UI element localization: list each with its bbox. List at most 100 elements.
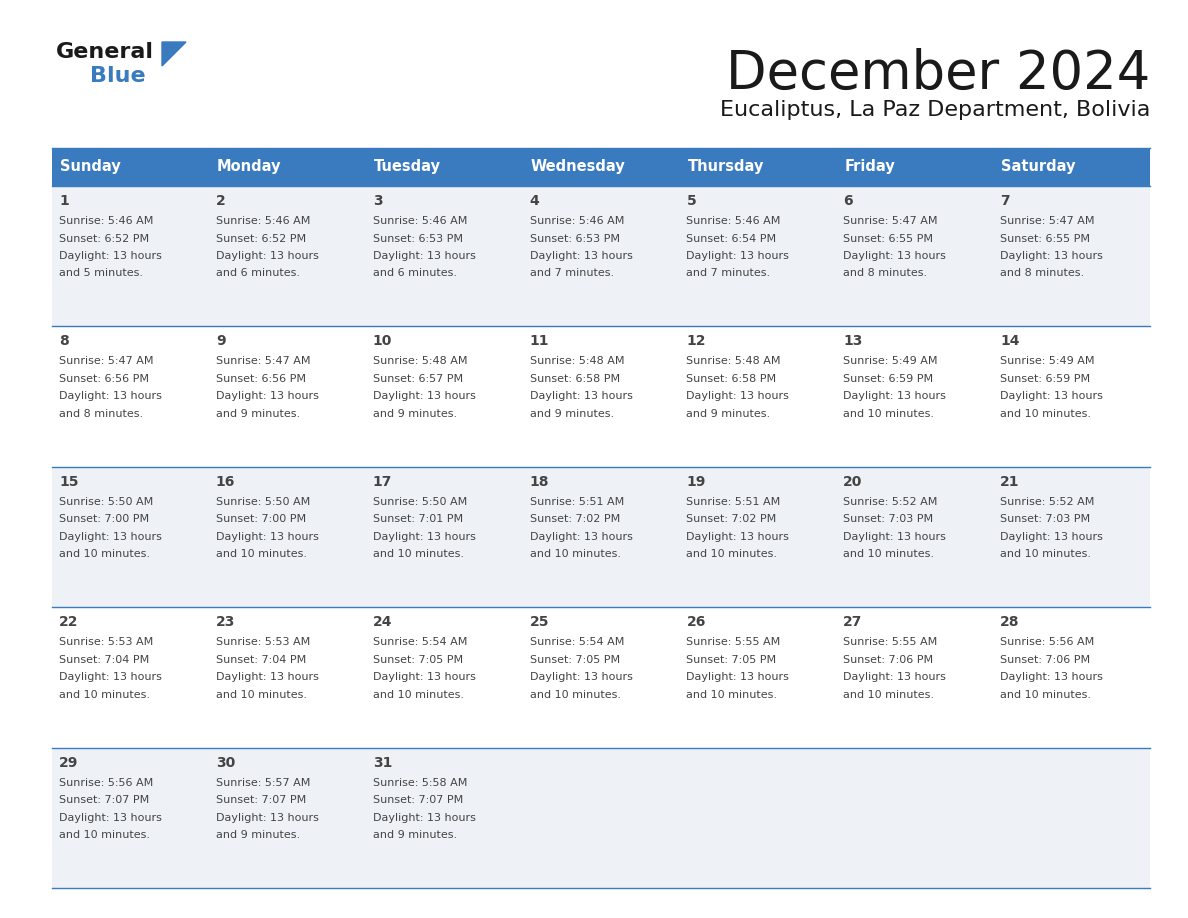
Bar <box>52 466 1150 607</box>
Text: Sunset: 7:07 PM: Sunset: 7:07 PM <box>373 795 463 805</box>
Text: Sunrise: 5:49 AM: Sunrise: 5:49 AM <box>1000 356 1094 366</box>
Text: Sunset: 6:57 PM: Sunset: 6:57 PM <box>373 374 463 384</box>
Text: Monday: Monday <box>217 160 282 174</box>
Text: Sunset: 7:05 PM: Sunset: 7:05 PM <box>687 655 777 665</box>
Text: Sunrise: 5:56 AM: Sunrise: 5:56 AM <box>1000 637 1094 647</box>
Text: and 10 minutes.: and 10 minutes. <box>1000 689 1091 700</box>
Text: 29: 29 <box>59 756 78 769</box>
Text: Sunrise: 5:54 AM: Sunrise: 5:54 AM <box>373 637 467 647</box>
Text: Daylight: 13 hours: Daylight: 13 hours <box>373 812 475 823</box>
Text: Daylight: 13 hours: Daylight: 13 hours <box>843 391 946 401</box>
Text: Sunset: 6:56 PM: Sunset: 6:56 PM <box>59 374 148 384</box>
Text: Eucaliptus, La Paz Department, Bolivia: Eucaliptus, La Paz Department, Bolivia <box>720 100 1150 120</box>
Text: and 10 minutes.: and 10 minutes. <box>843 409 934 419</box>
Text: Saturday: Saturday <box>1001 160 1075 174</box>
Text: 30: 30 <box>216 756 235 769</box>
Bar <box>52 607 1150 747</box>
Text: 6: 6 <box>843 194 853 208</box>
Text: and 10 minutes.: and 10 minutes. <box>59 689 150 700</box>
Text: Sunrise: 5:48 AM: Sunrise: 5:48 AM <box>373 356 467 366</box>
Text: Daylight: 13 hours: Daylight: 13 hours <box>1000 391 1102 401</box>
Text: Sunrise: 5:46 AM: Sunrise: 5:46 AM <box>530 216 624 226</box>
Text: 22: 22 <box>59 615 78 629</box>
Text: and 10 minutes.: and 10 minutes. <box>216 689 307 700</box>
Text: and 10 minutes.: and 10 minutes. <box>373 689 463 700</box>
Text: and 6 minutes.: and 6 minutes. <box>373 268 456 278</box>
Text: Sunset: 6:53 PM: Sunset: 6:53 PM <box>530 233 620 243</box>
Text: Sunrise: 5:48 AM: Sunrise: 5:48 AM <box>687 356 781 366</box>
Text: Sunrise: 5:47 AM: Sunrise: 5:47 AM <box>216 356 310 366</box>
Bar <box>52 186 1150 327</box>
Text: 18: 18 <box>530 475 549 488</box>
Text: Sunrise: 5:46 AM: Sunrise: 5:46 AM <box>687 216 781 226</box>
Text: Sunrise: 5:48 AM: Sunrise: 5:48 AM <box>530 356 624 366</box>
Text: Sunset: 6:59 PM: Sunset: 6:59 PM <box>843 374 934 384</box>
Text: Sunrise: 5:58 AM: Sunrise: 5:58 AM <box>373 778 467 788</box>
Text: and 7 minutes.: and 7 minutes. <box>687 268 771 278</box>
Text: Sunrise: 5:52 AM: Sunrise: 5:52 AM <box>843 497 937 507</box>
Text: December 2024: December 2024 <box>726 48 1150 100</box>
Text: Sunrise: 5:56 AM: Sunrise: 5:56 AM <box>59 778 153 788</box>
Text: Sunset: 7:01 PM: Sunset: 7:01 PM <box>373 514 463 524</box>
Text: Sunset: 6:59 PM: Sunset: 6:59 PM <box>1000 374 1091 384</box>
Text: 23: 23 <box>216 615 235 629</box>
Text: Sunset: 6:52 PM: Sunset: 6:52 PM <box>216 233 307 243</box>
Text: Daylight: 13 hours: Daylight: 13 hours <box>216 251 318 261</box>
Text: 10: 10 <box>373 334 392 349</box>
Polygon shape <box>162 42 187 66</box>
Text: and 10 minutes.: and 10 minutes. <box>687 689 777 700</box>
Text: and 9 minutes.: and 9 minutes. <box>373 830 457 840</box>
Text: 13: 13 <box>843 334 862 349</box>
Text: 8: 8 <box>59 334 69 349</box>
Text: Sunrise: 5:53 AM: Sunrise: 5:53 AM <box>216 637 310 647</box>
Text: and 9 minutes.: and 9 minutes. <box>687 409 771 419</box>
Text: Sunrise: 5:54 AM: Sunrise: 5:54 AM <box>530 637 624 647</box>
Text: 11: 11 <box>530 334 549 349</box>
Text: and 8 minutes.: and 8 minutes. <box>1000 268 1085 278</box>
Text: and 8 minutes.: and 8 minutes. <box>843 268 928 278</box>
Text: 26: 26 <box>687 615 706 629</box>
Text: Sunrise: 5:46 AM: Sunrise: 5:46 AM <box>216 216 310 226</box>
Text: Daylight: 13 hours: Daylight: 13 hours <box>373 391 475 401</box>
Text: Daylight: 13 hours: Daylight: 13 hours <box>687 672 789 682</box>
Text: Sunrise: 5:50 AM: Sunrise: 5:50 AM <box>373 497 467 507</box>
Text: Sunrise: 5:51 AM: Sunrise: 5:51 AM <box>687 497 781 507</box>
Text: 4: 4 <box>530 194 539 208</box>
Text: Sunset: 7:07 PM: Sunset: 7:07 PM <box>59 795 150 805</box>
Text: Friday: Friday <box>845 160 895 174</box>
Text: 28: 28 <box>1000 615 1019 629</box>
Text: and 7 minutes.: and 7 minutes. <box>530 268 614 278</box>
Text: Sunset: 7:06 PM: Sunset: 7:06 PM <box>843 655 934 665</box>
Text: Sunset: 7:02 PM: Sunset: 7:02 PM <box>530 514 620 524</box>
Text: Sunset: 7:03 PM: Sunset: 7:03 PM <box>1000 514 1091 524</box>
Text: Daylight: 13 hours: Daylight: 13 hours <box>1000 251 1102 261</box>
Text: Daylight: 13 hours: Daylight: 13 hours <box>687 532 789 542</box>
Text: Daylight: 13 hours: Daylight: 13 hours <box>843 672 946 682</box>
Text: 27: 27 <box>843 615 862 629</box>
Text: Daylight: 13 hours: Daylight: 13 hours <box>59 391 162 401</box>
Text: and 5 minutes.: and 5 minutes. <box>59 268 143 278</box>
Text: and 10 minutes.: and 10 minutes. <box>1000 409 1091 419</box>
Text: 17: 17 <box>373 475 392 488</box>
Text: Daylight: 13 hours: Daylight: 13 hours <box>59 812 162 823</box>
Text: 7: 7 <box>1000 194 1010 208</box>
Text: Daylight: 13 hours: Daylight: 13 hours <box>59 251 162 261</box>
Text: Sunset: 7:05 PM: Sunset: 7:05 PM <box>373 655 463 665</box>
Text: Sunrise: 5:47 AM: Sunrise: 5:47 AM <box>59 356 153 366</box>
Text: 1: 1 <box>59 194 69 208</box>
Text: Daylight: 13 hours: Daylight: 13 hours <box>843 251 946 261</box>
Text: and 10 minutes.: and 10 minutes. <box>530 689 620 700</box>
Text: and 8 minutes.: and 8 minutes. <box>59 409 143 419</box>
Text: 21: 21 <box>1000 475 1019 488</box>
Text: Daylight: 13 hours: Daylight: 13 hours <box>373 532 475 542</box>
Text: Sunset: 7:06 PM: Sunset: 7:06 PM <box>1000 655 1091 665</box>
Text: and 9 minutes.: and 9 minutes. <box>530 409 614 419</box>
Text: Sunset: 7:07 PM: Sunset: 7:07 PM <box>216 795 307 805</box>
Text: 14: 14 <box>1000 334 1019 349</box>
Text: Sunrise: 5:46 AM: Sunrise: 5:46 AM <box>373 216 467 226</box>
Text: Daylight: 13 hours: Daylight: 13 hours <box>530 672 632 682</box>
Text: Sunset: 7:04 PM: Sunset: 7:04 PM <box>216 655 307 665</box>
Text: 25: 25 <box>530 615 549 629</box>
Text: 24: 24 <box>373 615 392 629</box>
Text: Sunrise: 5:55 AM: Sunrise: 5:55 AM <box>843 637 937 647</box>
